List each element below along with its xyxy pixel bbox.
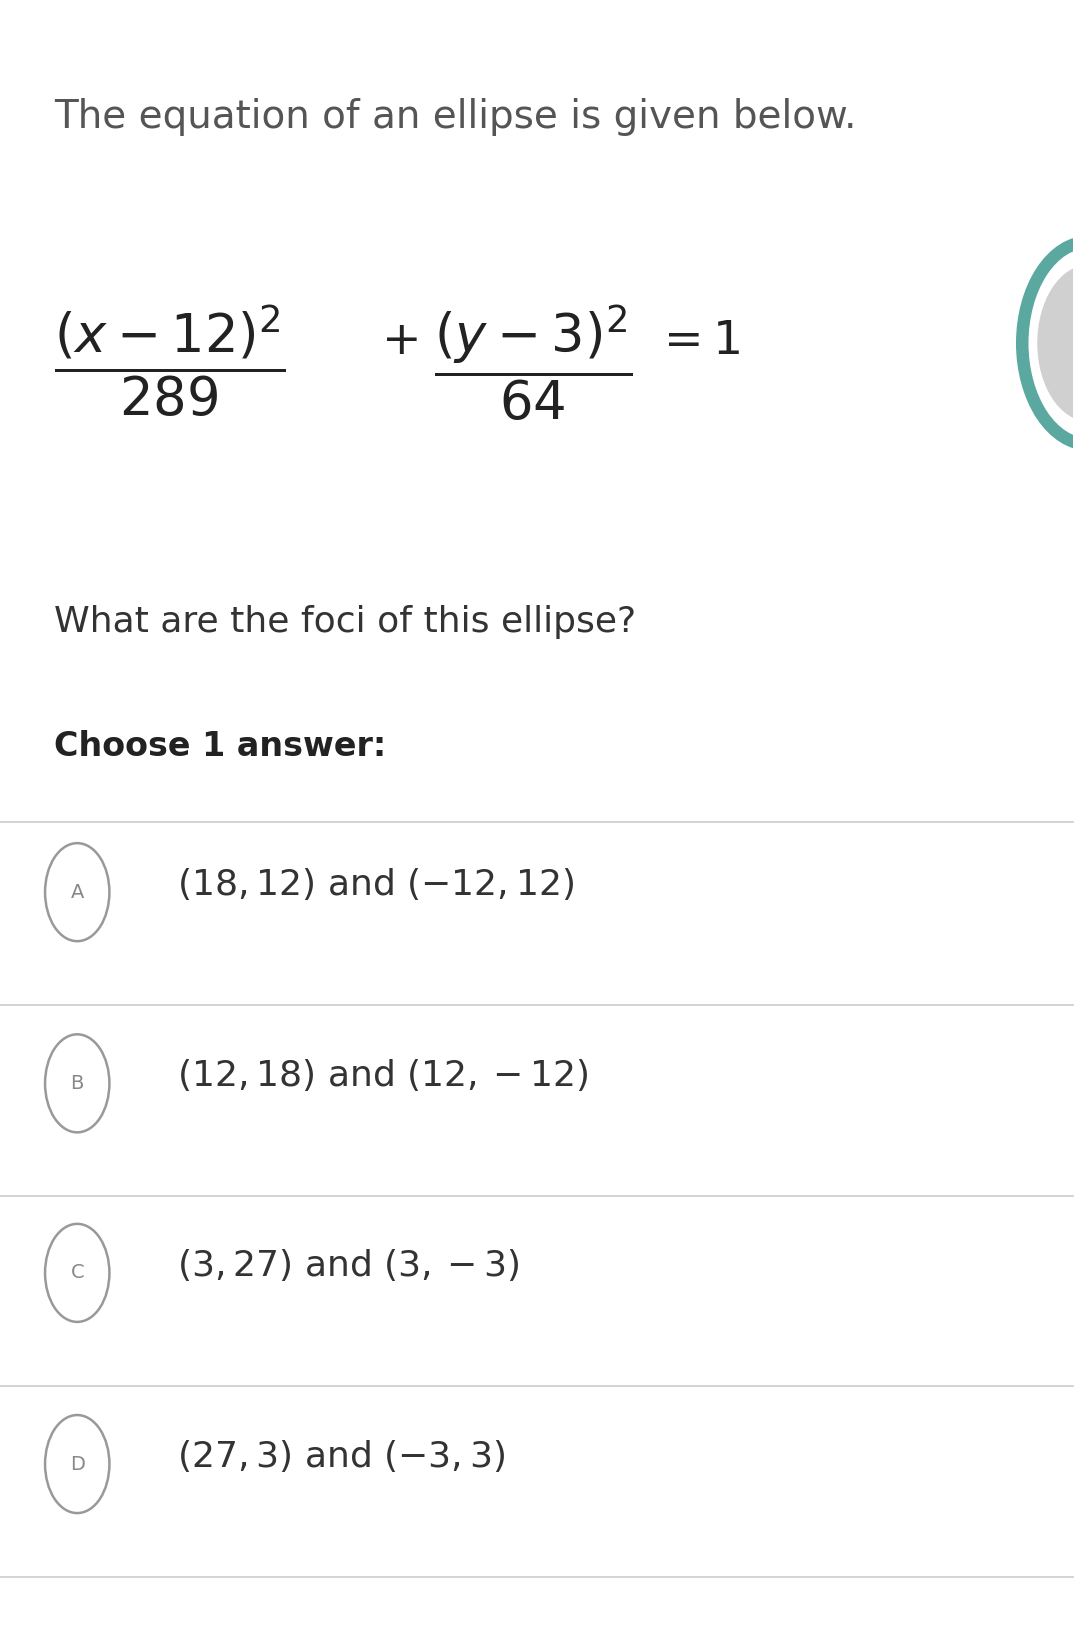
- Text: $(12,18)$ and $(12,-12)$: $(12,18)$ and $(12,-12)$: [177, 1057, 589, 1093]
- Text: D: D: [70, 1454, 84, 1474]
- Text: $(27,3)$ and $(-3,3)$: $(27,3)$ and $(-3,3)$: [177, 1438, 505, 1474]
- Text: The equation of an ellipse is given below.: The equation of an ellipse is given belo…: [54, 98, 856, 136]
- Text: C: C: [70, 1263, 84, 1283]
- Text: $(18,12)$ and $(-12,12)$: $(18,12)$ and $(-12,12)$: [177, 866, 575, 902]
- Text: $+$: $+$: [381, 319, 417, 364]
- Circle shape: [1037, 265, 1080, 422]
- Text: $(3,27)$ and $(3,-3)$: $(3,27)$ and $(3,-3)$: [177, 1247, 519, 1283]
- Text: $\dfrac{(x-12)^{2}}{289}$: $\dfrac{(x-12)^{2}}{289}$: [54, 302, 285, 418]
- Text: What are the foci of this ellipse?: What are the foci of this ellipse?: [54, 605, 636, 639]
- Text: B: B: [70, 1074, 84, 1093]
- Text: $\dfrac{(y-3)^{2}}{64}$: $\dfrac{(y-3)^{2}}{64}$: [434, 302, 633, 423]
- Text: A: A: [70, 882, 84, 902]
- Text: $= 1$: $= 1$: [654, 319, 740, 364]
- Text: Choose 1 answer:: Choose 1 answer:: [54, 730, 386, 763]
